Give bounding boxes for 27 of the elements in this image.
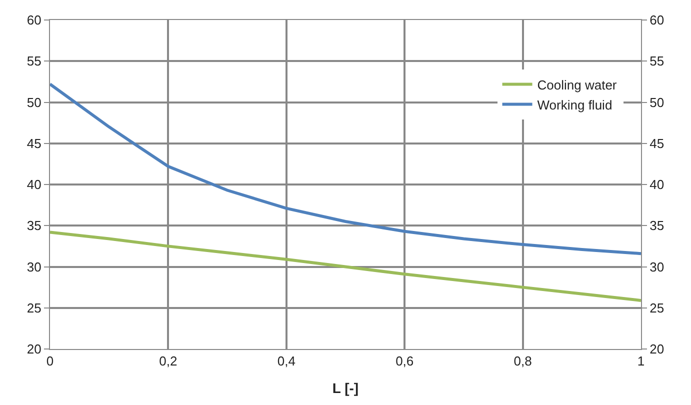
x-tick-label: 0,6 <box>396 354 414 369</box>
y2-tick-label: 35 <box>650 218 664 234</box>
y-tick-label: 50 <box>26 94 42 110</box>
y-tick-label: 25 <box>26 300 42 316</box>
x-tick-label: 0,8 <box>514 354 532 369</box>
y2-tick-label: 25 <box>650 300 664 316</box>
y-tick-label: 30 <box>26 259 42 274</box>
y-tick-label: 35 <box>26 218 42 234</box>
y2-tick-label: 20 <box>650 342 664 357</box>
y2-tick-label: 50 <box>650 94 664 110</box>
y2-tick-label: 60 <box>650 12 664 28</box>
legend-label: Cooling water <box>537 77 618 92</box>
y-tick-label: 20 <box>26 342 42 357</box>
x-tick-label: 1 <box>637 354 645 369</box>
legend-label: Working fluid <box>537 97 612 112</box>
x-tick-label: 0 <box>46 354 54 369</box>
y-tick-label: 55 <box>26 54 42 69</box>
y2-tick-label: 55 <box>650 54 664 69</box>
x-tick-label: 0,4 <box>277 354 296 369</box>
y2-tick-label: 30 <box>650 259 664 274</box>
y-tick-label: 40 <box>26 177 42 192</box>
y-tick-label: 45 <box>26 136 42 151</box>
y2-tick-label: 40 <box>650 177 664 192</box>
y2-tick-label: 45 <box>650 136 664 151</box>
x-tick-label: 0,2 <box>159 354 178 369</box>
y-tick-label: 60 <box>26 12 42 28</box>
x-axis-title: L [-] <box>332 380 359 396</box>
